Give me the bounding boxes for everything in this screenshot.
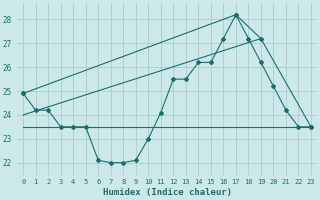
X-axis label: Humidex (Indice chaleur): Humidex (Indice chaleur)	[102, 188, 232, 197]
